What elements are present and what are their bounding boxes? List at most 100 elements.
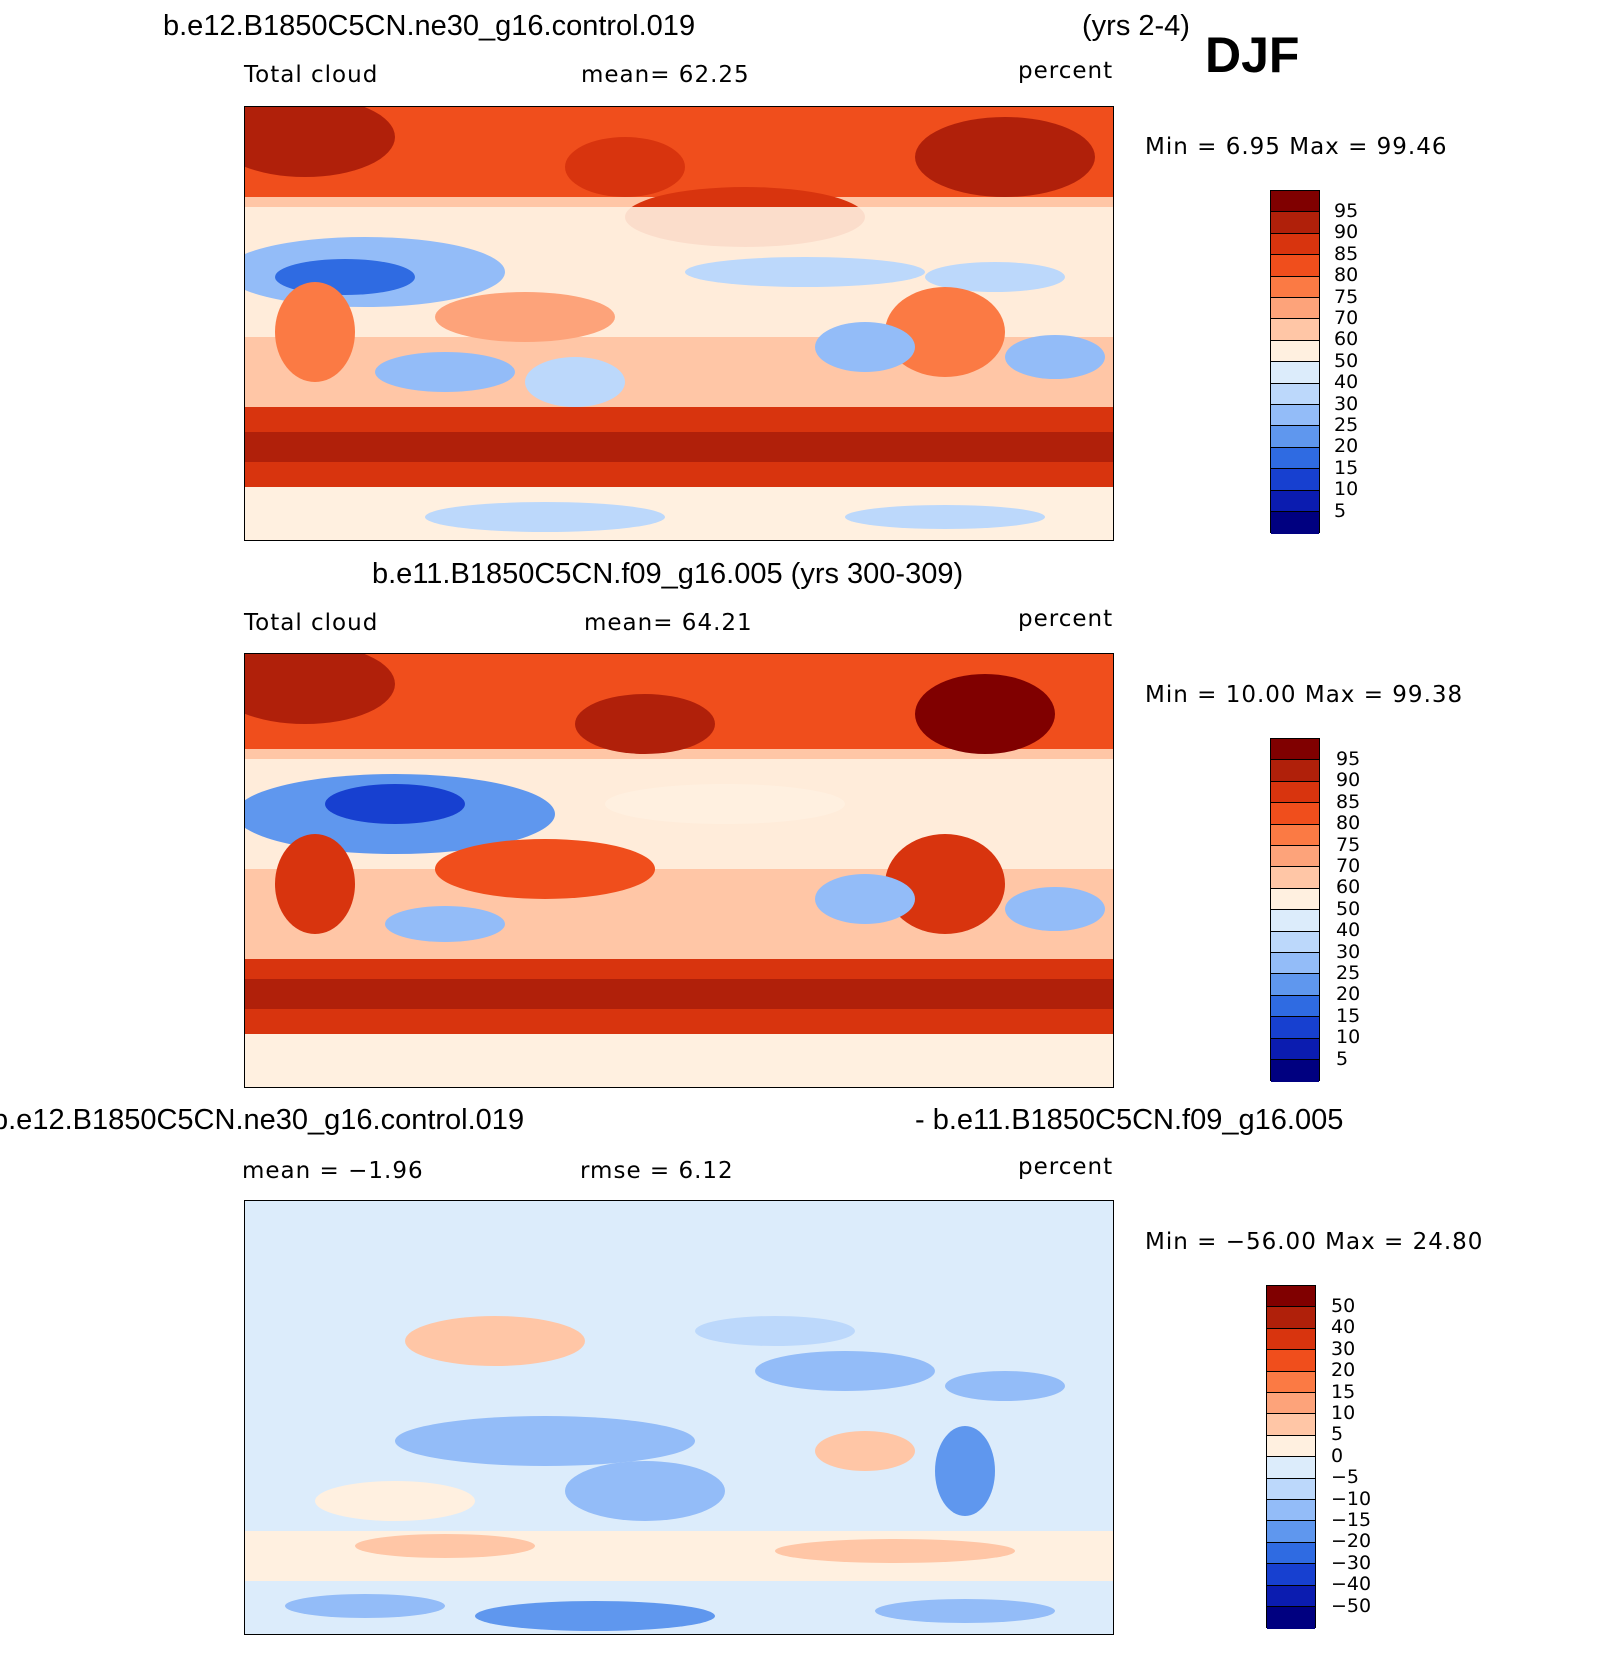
colorbar-swatch — [1271, 974, 1319, 996]
colorbar-swatch — [1271, 1060, 1319, 1082]
panel3-mean: mean = −1.96 — [242, 1158, 424, 1184]
panel1-mean: mean= 62.25 — [581, 62, 750, 88]
colorbar-label: 90 — [1334, 221, 1359, 244]
colorbar-label: 60 — [1336, 876, 1361, 899]
colorbar-swatch — [1271, 888, 1319, 911]
panel3-map — [244, 1200, 1114, 1635]
colorbar-swatch — [1267, 1542, 1315, 1565]
colorbar-label: 95 — [1336, 748, 1361, 770]
panel3-rmse: rmse = 6.12 — [580, 1158, 734, 1184]
colorbar-swatch — [1267, 1457, 1315, 1479]
panel1-units: percent — [1018, 58, 1114, 84]
colorbar-label: 5 — [1334, 499, 1347, 522]
colorbar-swatch — [1271, 233, 1319, 256]
colorbar-label: 15 — [1331, 1380, 1356, 1403]
colorbar-label: 80 — [1336, 812, 1361, 835]
colorbar-swatch — [1271, 512, 1319, 534]
colorbar-label: 95 — [1334, 200, 1359, 222]
colorbar-label: 30 — [1334, 392, 1359, 415]
panel1-minmax: Min = 6.95 Max = 99.46 — [1145, 134, 1448, 160]
colorbar-swatch — [1267, 1607, 1315, 1629]
colorbar-swatch — [1271, 995, 1319, 1018]
colorbar-swatch — [1271, 426, 1319, 448]
colorbar-swatch — [1267, 1435, 1315, 1458]
colorbar-label: 25 — [1336, 962, 1361, 984]
colorbar-label: 40 — [1334, 371, 1359, 394]
panel1-map-field — [245, 107, 1113, 540]
panel1-case-title: b.e12.B1850C5CN.ne30_g16.control.019 — [163, 10, 696, 42]
panel1-years: (yrs 2-4) — [1082, 10, 1190, 42]
panel3-units: percent — [1018, 1154, 1114, 1180]
colorbar-swatch — [1271, 1017, 1319, 1039]
colorbar-swatch — [1271, 824, 1319, 846]
colorbar-label: 5 — [1331, 1423, 1344, 1446]
colorbar-label: 50 — [1331, 1295, 1356, 1317]
panel2-variable: Total cloud — [244, 610, 379, 636]
colorbar-swatch — [1267, 1478, 1315, 1500]
colorbar-label: 0 — [1331, 1444, 1344, 1467]
colorbar-label: 80 — [1334, 264, 1359, 287]
colorbar-label: 30 — [1336, 940, 1361, 963]
colorbar-swatch — [1271, 953, 1319, 975]
colorbar-swatch — [1267, 1414, 1315, 1436]
colorbar-swatch — [1271, 191, 1319, 213]
colorbar-label: 50 — [1334, 349, 1359, 372]
colorbar-label: −5 — [1331, 1466, 1360, 1489]
colorbar-label: 25 — [1334, 414, 1359, 436]
colorbar-label: 10 — [1336, 1026, 1361, 1049]
colorbar-label: 40 — [1336, 919, 1361, 942]
colorbar-label: 10 — [1331, 1402, 1356, 1424]
colorbar-swatch — [1271, 340, 1319, 363]
colorbar-swatch — [1271, 760, 1319, 782]
colorbar-swatch — [1271, 803, 1319, 825]
panel2-case-title: b.e11.B1850C5CN.f09_g16.005 (yrs 300-309… — [372, 558, 964, 590]
colorbar-swatch — [1271, 255, 1319, 277]
colorbar-label: −15 — [1331, 1509, 1372, 1531]
colorbar-swatch — [1267, 1307, 1315, 1329]
colorbar-label: 40 — [1331, 1316, 1356, 1339]
panel2-colorbar — [1270, 738, 1320, 1082]
colorbar-swatch — [1267, 1286, 1315, 1308]
colorbar-label: 20 — [1336, 983, 1361, 1006]
colorbar-swatch — [1271, 276, 1319, 298]
panel3-case-title-right: - b.e11.B1850C5CN.f09_g16.005 — [915, 1104, 1344, 1136]
colorbar-label: −50 — [1331, 1594, 1372, 1617]
panel3-map-field — [245, 1201, 1113, 1634]
colorbar-label: 5 — [1336, 1047, 1349, 1070]
colorbar-swatch — [1271, 910, 1319, 932]
season-label: DJF — [1205, 27, 1300, 83]
colorbar-label: 50 — [1336, 897, 1361, 920]
colorbar-label: 60 — [1334, 328, 1359, 351]
colorbar-swatch — [1271, 1038, 1319, 1060]
colorbar-label: 20 — [1334, 435, 1359, 458]
colorbar-swatch — [1271, 447, 1319, 470]
panel2-units: percent — [1018, 606, 1114, 632]
colorbar-label: −20 — [1331, 1530, 1372, 1553]
panel2-mean: mean= 64.21 — [584, 610, 753, 636]
panel1-colorbar — [1270, 190, 1320, 534]
colorbar-swatch — [1267, 1371, 1315, 1393]
panel3-colorbar — [1266, 1285, 1316, 1629]
colorbar-label: −30 — [1331, 1551, 1372, 1574]
colorbar-swatch — [1271, 469, 1319, 491]
colorbar-label: 70 — [1336, 855, 1361, 877]
colorbar-label: −40 — [1331, 1573, 1372, 1596]
colorbar-label: 30 — [1331, 1337, 1356, 1360]
panel2-map-field — [245, 654, 1113, 1087]
panel3-case-title-left: b.e12.B1850C5CN.ne30_g16.control.019 — [0, 1104, 525, 1136]
colorbar-label: 20 — [1331, 1359, 1356, 1382]
colorbar-label: 15 — [1336, 1004, 1361, 1027]
colorbar-swatch — [1271, 212, 1319, 234]
colorbar-swatch — [1271, 362, 1319, 384]
colorbar-label: 75 — [1336, 833, 1361, 856]
colorbar-swatch — [1267, 1350, 1315, 1372]
colorbar-swatch — [1271, 739, 1319, 761]
colorbar-label: −10 — [1331, 1487, 1372, 1510]
colorbar-swatch — [1267, 1500, 1315, 1522]
colorbar-label: 75 — [1334, 285, 1359, 308]
panel2-map — [244, 653, 1114, 1088]
colorbar-swatch — [1271, 319, 1319, 341]
colorbar-label: 90 — [1336, 769, 1361, 792]
colorbar-swatch — [1271, 298, 1319, 320]
colorbar-swatch — [1267, 1585, 1315, 1607]
